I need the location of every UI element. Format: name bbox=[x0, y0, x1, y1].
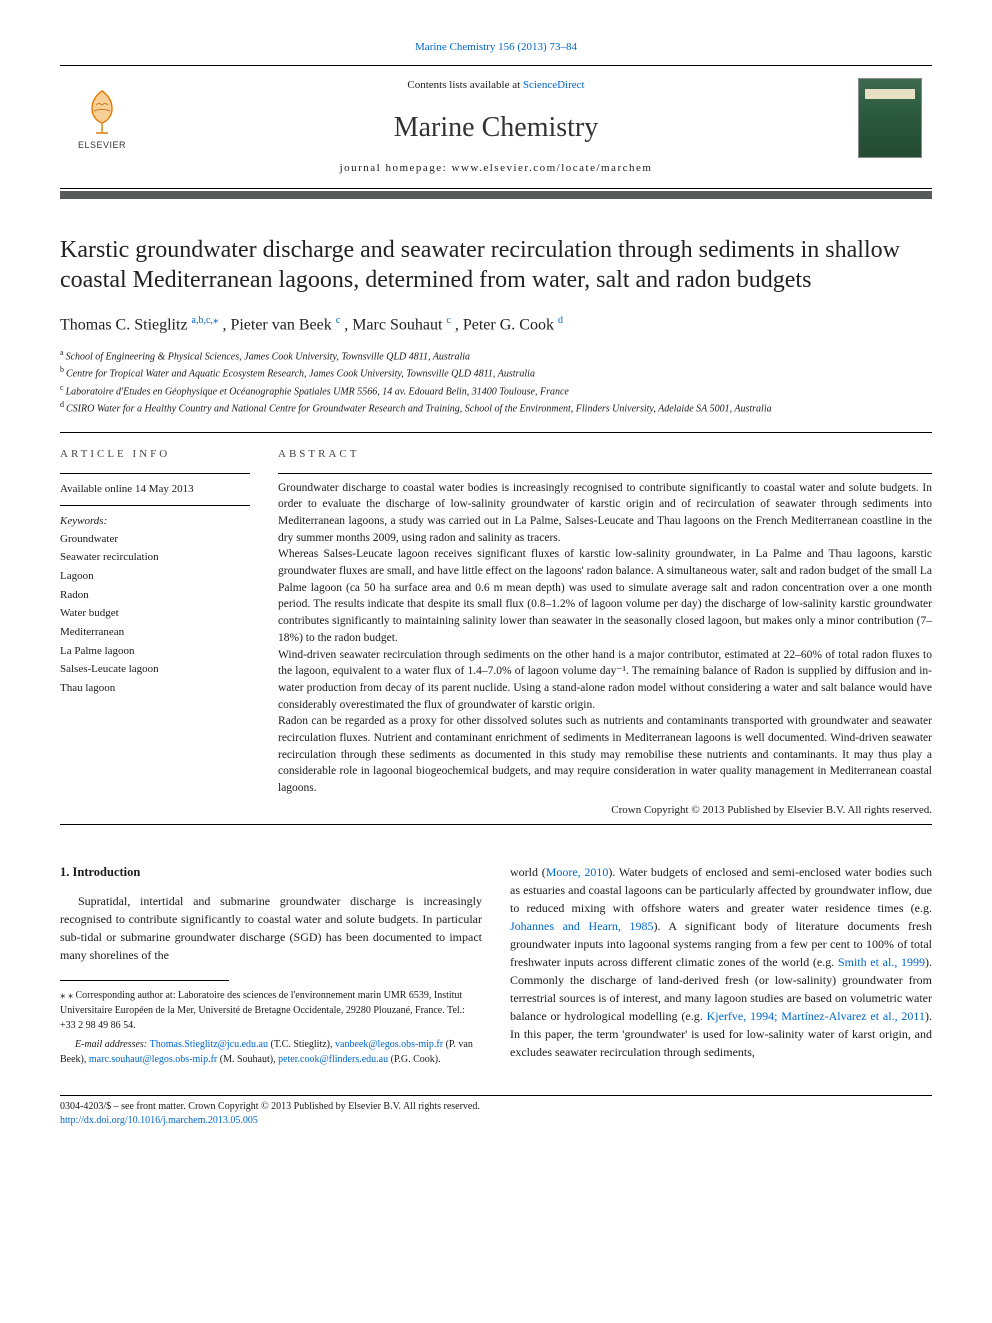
author-affil-sup[interactable]: c bbox=[446, 315, 450, 326]
journal-header: ELSEVIER Contents lists available at Sci… bbox=[60, 78, 932, 188]
header-top-rule bbox=[60, 65, 932, 78]
body-column-left: 1. Introduction Supratidal, intertidal a… bbox=[60, 863, 482, 1067]
body-paragraph: Supratidal, intertidal and submarine gro… bbox=[60, 892, 482, 964]
abstract-paragraph: Whereas Salses-Leucate lagoon receives s… bbox=[278, 546, 932, 646]
keyword-item: Mediterranean bbox=[60, 623, 250, 642]
header-thin-rule bbox=[60, 188, 932, 189]
author-affil-sup[interactable]: d bbox=[558, 315, 563, 326]
corresponding-author-mark[interactable]: ⁎ bbox=[213, 314, 219, 326]
journal-homepage-line: journal homepage: www.elsevier.com/locat… bbox=[134, 161, 858, 176]
email-who: (M. Souhaut), bbox=[217, 1054, 278, 1065]
affiliations-block: aSchool of Engineering & Physical Scienc… bbox=[60, 347, 932, 416]
citation-link[interactable]: Smith et al., 1999 bbox=[838, 955, 925, 969]
footnotes-block: ⁎ ⁎ Corresponding author at: Laboratoire… bbox=[60, 987, 482, 1068]
footnote-rule bbox=[60, 980, 229, 981]
elsevier-tree-icon bbox=[76, 85, 128, 137]
keyword-item: Lagoon bbox=[60, 567, 250, 586]
affil-sup: a bbox=[60, 348, 64, 357]
header-thick-rule bbox=[60, 191, 932, 199]
keyword-item: Groundwater bbox=[60, 530, 250, 549]
body-columns: 1. Introduction Supratidal, intertidal a… bbox=[60, 863, 932, 1067]
affiliation-line: aSchool of Engineering & Physical Scienc… bbox=[60, 347, 932, 364]
author-affil-sup[interactable]: c bbox=[336, 315, 340, 326]
author-name: , Pieter van Beek bbox=[222, 317, 335, 334]
keyword-item: La Palme lagoon bbox=[60, 642, 250, 661]
affil-text: CSIRO Water for a Healthy Country and Na… bbox=[66, 403, 772, 414]
author-email-link[interactable]: Thomas.Stieglitz@jcu.edu.au bbox=[150, 1039, 268, 1050]
affiliation-line: bCentre for Tropical Water and Aquatic E… bbox=[60, 364, 932, 381]
abstract-paragraph: Groundwater discharge to coastal water b… bbox=[278, 480, 932, 547]
journal-ref-link[interactable]: Marine Chemistry 156 (2013) 73–84 bbox=[415, 41, 577, 53]
journal-name: Marine Chemistry bbox=[134, 108, 858, 147]
citation-link[interactable]: Johannes and Hearn, 1985 bbox=[510, 919, 653, 933]
email-who: (P.G. Cook). bbox=[388, 1054, 441, 1065]
journal-reference: Marine Chemistry 156 (2013) 73–84 bbox=[60, 40, 932, 55]
affil-sup: d bbox=[60, 400, 64, 409]
abstract-paragraph: Wind-driven seawater recirculation throu… bbox=[278, 647, 932, 714]
body-paragraph: world (Moore, 2010). Water budgets of en… bbox=[510, 863, 932, 1061]
keyword-item: Thau lagoon bbox=[60, 679, 250, 698]
article-info-label: article info bbox=[60, 433, 250, 472]
keyword-item: Seawater recirculation bbox=[60, 548, 250, 567]
author-affil-sup[interactable]: a,b,c, bbox=[192, 315, 213, 326]
article-title: Karstic groundwater discharge and seawat… bbox=[60, 235, 932, 295]
doi-link[interactable]: http://dx.doi.org/10.1016/j.marchem.2013… bbox=[60, 1115, 258, 1126]
body-text: world ( bbox=[510, 865, 546, 879]
author-email-link[interactable]: marc.souhaut@legos.obs-mip.fr bbox=[89, 1054, 217, 1065]
contents-prefix: Contents lists available at bbox=[407, 79, 522, 91]
keyword-item: Radon bbox=[60, 586, 250, 605]
author-name: Thomas C. Stieglitz bbox=[60, 317, 192, 334]
keywords-heading: Keywords: bbox=[60, 514, 250, 529]
affiliation-line: cLaboratoire d'Etudes en Géophysique et … bbox=[60, 382, 932, 399]
affil-text: Laboratoire d'Etudes en Géophysique et O… bbox=[66, 386, 569, 397]
author-name: , Peter G. Cook bbox=[455, 317, 558, 334]
abstract-column: abstract Groundwater discharge to coasta… bbox=[278, 433, 932, 818]
affil-text: School of Engineering & Physical Science… bbox=[66, 351, 471, 362]
corresponding-author-footnote: ⁎ ⁎ Corresponding author at: Laboratoire… bbox=[60, 987, 482, 1034]
contents-lists-line: Contents lists available at ScienceDirec… bbox=[134, 78, 858, 93]
sciencedirect-link[interactable]: ScienceDirect bbox=[523, 79, 585, 91]
affiliation-line: dCSIRO Water for a Healthy Country and N… bbox=[60, 399, 932, 416]
elsevier-wordmark: ELSEVIER bbox=[78, 139, 126, 152]
journal-cover-thumbnail bbox=[858, 78, 922, 158]
corr-author-text: ⁎ Corresponding author at: Laboratoire d… bbox=[60, 990, 465, 1032]
author-name: , Marc Souhaut bbox=[344, 317, 446, 334]
authors-line: Thomas C. Stieglitz a,b,c,⁎ , Pieter van… bbox=[60, 313, 932, 337]
author-email-link[interactable]: peter.cook@flinders.edu.au bbox=[278, 1054, 388, 1065]
keyword-item: Water budget bbox=[60, 604, 250, 623]
affil-sup: b bbox=[60, 365, 64, 374]
email-label: E-mail addresses: bbox=[75, 1039, 150, 1050]
body-column-right: world (Moore, 2010). Water budgets of en… bbox=[510, 863, 932, 1067]
issn-copyright-line: 0304-4203/$ – see front matter. Crown Co… bbox=[60, 1100, 932, 1114]
abstract-label: abstract bbox=[278, 433, 932, 472]
available-online-line: Available online 14 May 2013 bbox=[60, 474, 250, 505]
page-bottom-rule: 0304-4203/$ – see front matter. Crown Co… bbox=[60, 1095, 932, 1128]
abstract-text: Groundwater discharge to coastal water b… bbox=[278, 474, 932, 797]
author-email-link[interactable]: vanbeek@legos.obs-mip.fr bbox=[335, 1039, 443, 1050]
article-info-sidebar: article info Available online 14 May 201… bbox=[60, 433, 250, 818]
abstract-copyright: Crown Copyright © 2013 Published by Else… bbox=[278, 803, 932, 818]
section-heading-introduction: 1. Introduction bbox=[60, 863, 482, 882]
email-addresses-line: E-mail addresses: Thomas.Stieglitz@jcu.e… bbox=[60, 1037, 482, 1067]
keywords-list: Groundwater Seawater recirculation Lagoo… bbox=[60, 530, 250, 698]
affil-sup: c bbox=[60, 383, 64, 392]
keyword-item: Salses-Leucate lagoon bbox=[60, 660, 250, 679]
affil-text: Centre for Tropical Water and Aquatic Ec… bbox=[66, 369, 535, 380]
citation-link[interactable]: Moore, 2010 bbox=[546, 865, 609, 879]
email-who: (T.C. Stieglitz), bbox=[268, 1039, 335, 1050]
info-abstract-row: article info Available online 14 May 201… bbox=[60, 432, 932, 818]
info-abstract-end-rule bbox=[60, 824, 932, 825]
abstract-paragraph: Radon can be regarded as a proxy for oth… bbox=[278, 713, 932, 796]
citation-link[interactable]: Kjerfve, 1994; Martínez-Alvarez et al., … bbox=[707, 1009, 925, 1023]
elsevier-logo: ELSEVIER bbox=[70, 78, 134, 158]
